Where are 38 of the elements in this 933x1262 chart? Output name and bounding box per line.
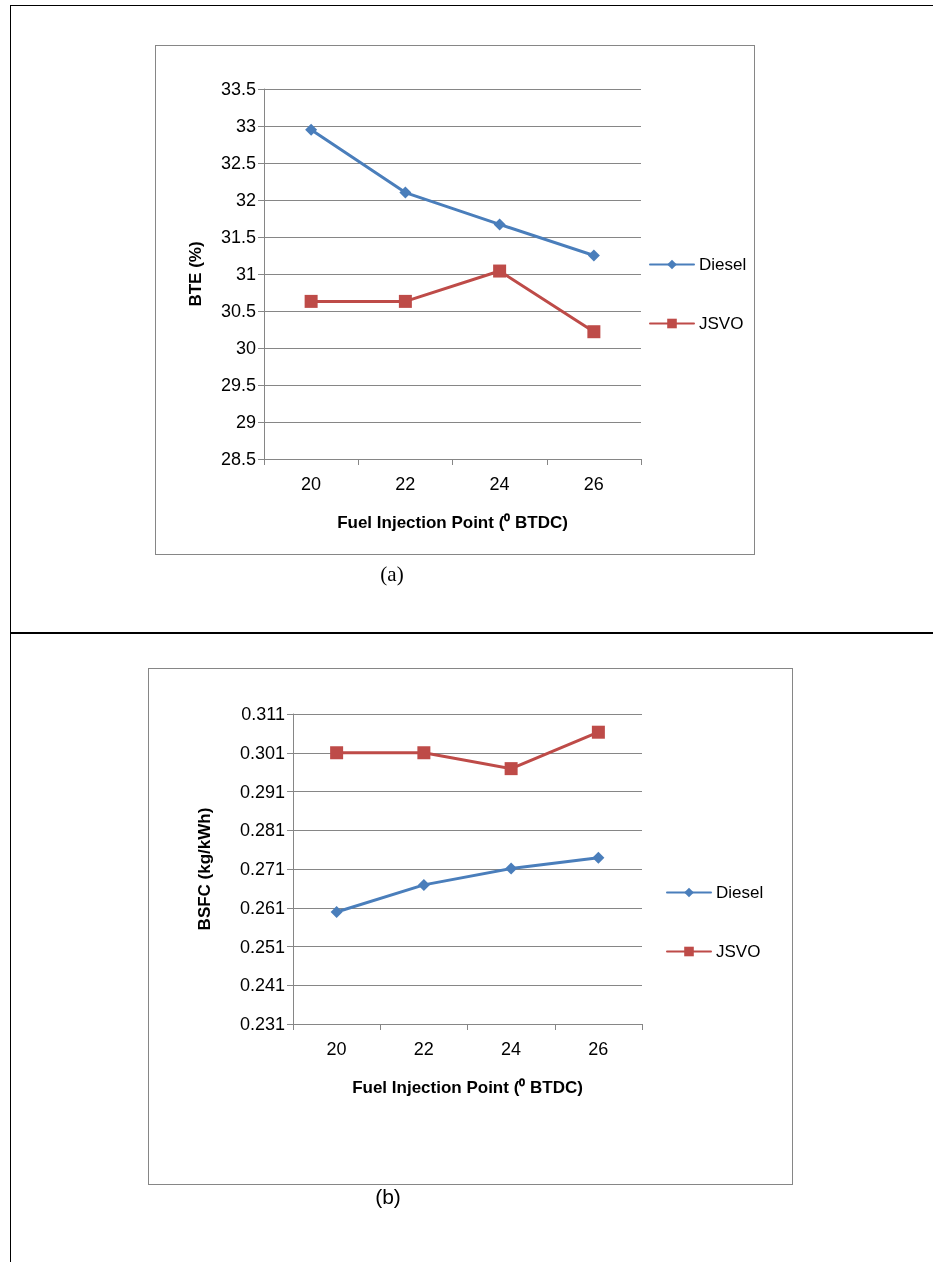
y-tick-label: 29.5 <box>220 375 256 395</box>
y-tick-label: 0.271 <box>239 859 285 879</box>
x-tick-label: 26 <box>588 1039 609 1059</box>
y-tick-label: 33.5 <box>220 79 256 99</box>
legend-label: JSVO <box>699 314 744 333</box>
y-tick-label: 33 <box>235 116 256 136</box>
x-tick-label: 22 <box>413 1039 434 1059</box>
x-tick-label: 20 <box>326 1039 347 1059</box>
text: (a) <box>379 562 405 587</box>
y-tick-label: 0.311 <box>241 704 285 724</box>
x-tick-label: 24 <box>501 1039 522 1059</box>
x-tick-label: 26 <box>583 474 604 494</box>
y-tick-label: 0.251 <box>239 936 285 957</box>
x-axis-title: Fuel Injection Point (⁰ BTDC) <box>352 1078 583 1097</box>
y-tick-label: 0.241 <box>239 975 285 996</box>
y-tick-label: 0.291 <box>239 781 285 802</box>
x-axis-title: Fuel Injection Point (⁰ BTDC) <box>337 513 568 532</box>
y-tick-label: 32 <box>235 190 256 210</box>
y-tick-label: 0.301 <box>239 742 285 763</box>
y-tick-label: 28.5 <box>220 449 256 469</box>
y-tick-label: 0.231 <box>239 1014 285 1034</box>
x-tick-label: 20 <box>301 474 322 494</box>
legend-label: Diesel <box>716 883 764 902</box>
y-tick-label: 30 <box>235 338 256 358</box>
y-axis-title: BSFC (kg/kWh) <box>195 807 214 931</box>
y-tick-label: 32.5 <box>220 153 256 173</box>
text: (b) <box>374 1185 402 1209</box>
y-tick-label: 31.5 <box>220 227 256 247</box>
y-tick-label: 30.5 <box>220 301 256 321</box>
x-tick-label: 24 <box>489 474 510 494</box>
x-tick-label: 22 <box>395 474 416 494</box>
y-tick-label: 0.281 <box>239 820 285 841</box>
legend-label: JSVO <box>716 942 761 961</box>
y-tick-label: 0.261 <box>239 897 285 918</box>
legend-label: Diesel <box>699 255 747 274</box>
y-tick-label: 29 <box>235 412 256 432</box>
y-axis-title: BTE (%) <box>186 241 205 307</box>
y-tick-label: 31 <box>235 264 256 284</box>
